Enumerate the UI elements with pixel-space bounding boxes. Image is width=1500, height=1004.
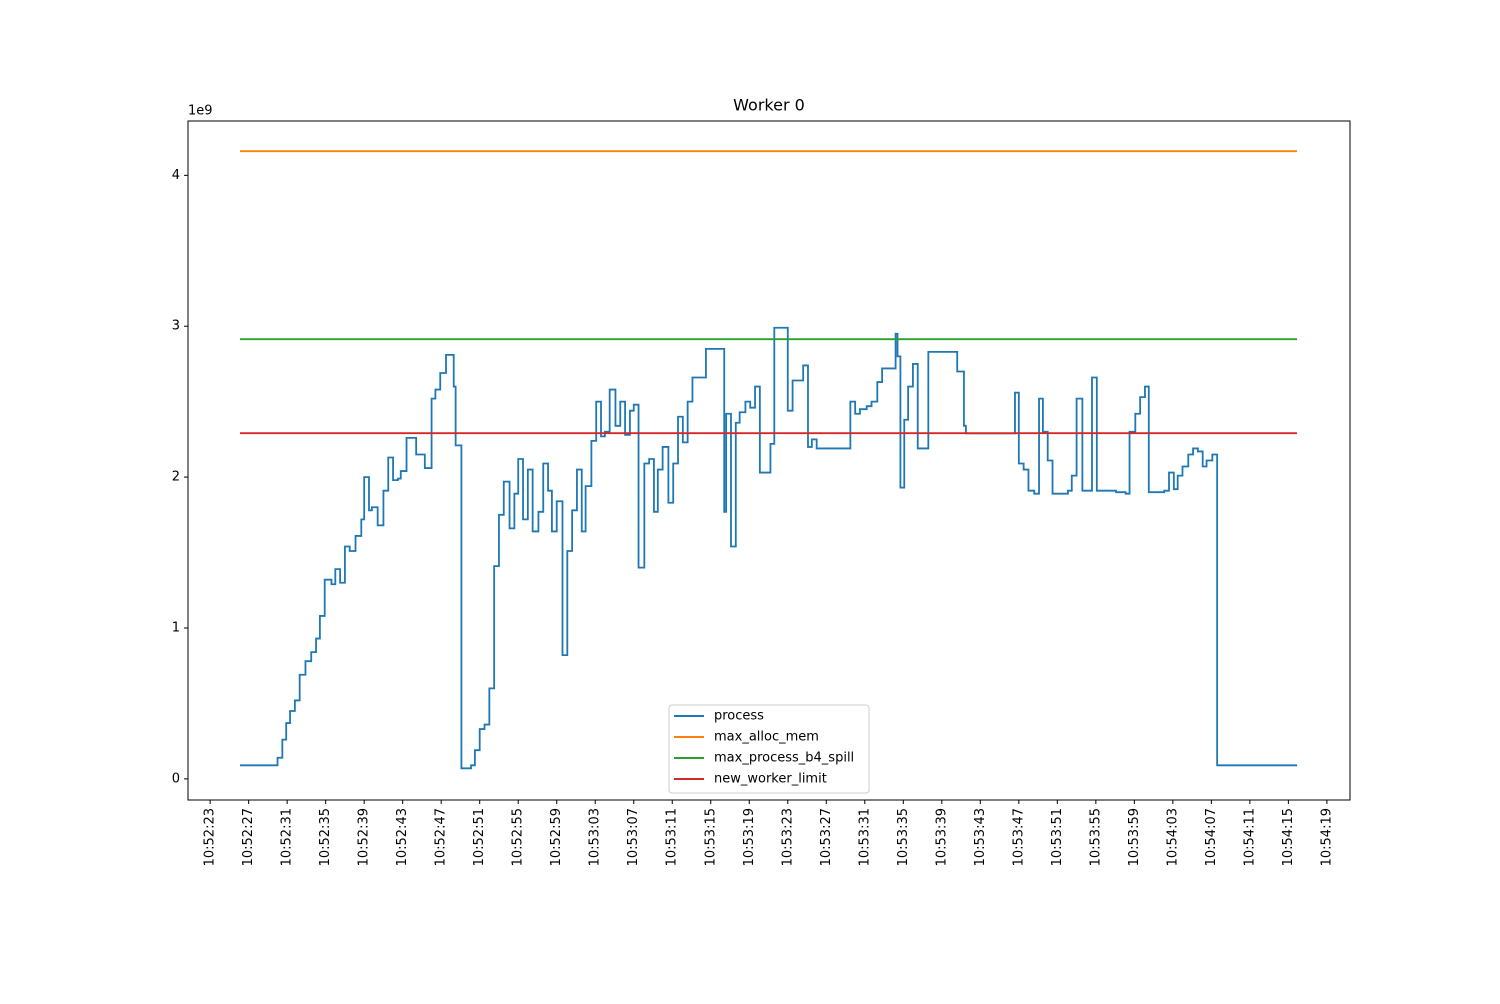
y-tick-label: 2 bbox=[172, 470, 180, 485]
legend: process max_alloc_mem max_process_b4_spill… bbox=[668, 704, 870, 794]
x-tick-label: 10:52:23 bbox=[203, 808, 218, 866]
x-tick-label: 10:52:51 bbox=[472, 808, 487, 866]
x-tick-label: 10:53:47 bbox=[1011, 808, 1026, 866]
line-series bbox=[239, 326, 1298, 770]
x-tick-label: 10:53:27 bbox=[819, 808, 834, 866]
legend-label: new_worker_limit bbox=[714, 772, 827, 787]
y-tick-label: 3 bbox=[172, 319, 180, 334]
x-tick-label: 10:53:55 bbox=[1088, 808, 1103, 866]
x-tick-label: 10:52:35 bbox=[318, 808, 333, 866]
x-tick-label: 10:54:07 bbox=[1204, 808, 1219, 866]
legend-label: max_alloc_mem bbox=[714, 730, 819, 745]
x-tick-label: 10:54:15 bbox=[1281, 808, 1296, 866]
x-tick-label: 10:52:39 bbox=[357, 808, 372, 866]
x-tick-label: 10:53:07 bbox=[626, 808, 641, 866]
x-tick-label: 10:53:23 bbox=[780, 808, 795, 866]
x-tick-label: 10:53:51 bbox=[1050, 808, 1065, 866]
legend-box bbox=[668, 704, 870, 794]
x-tick-label: 10:52:47 bbox=[434, 808, 449, 866]
x-tick-label: 10:52:31 bbox=[280, 808, 295, 866]
legend-label: max_process_b4_spill bbox=[714, 751, 854, 766]
x-tick-label: 10:52:27 bbox=[241, 808, 256, 866]
x-tick-label: 10:53:11 bbox=[665, 808, 680, 866]
x-tick-label: 10:54:11 bbox=[1242, 808, 1257, 866]
y-tick-label: 1 bbox=[172, 620, 180, 635]
x-tick-label: 10:53:59 bbox=[1127, 808, 1142, 866]
x-tick-label: 10:54:03 bbox=[1165, 808, 1180, 866]
x-tick-label: 10:52:59 bbox=[549, 808, 564, 866]
x-tick-label: 10:53:15 bbox=[703, 808, 718, 866]
x-tick-label: 10:54:19 bbox=[1319, 808, 1334, 866]
x-tick-label: 10:53:35 bbox=[896, 808, 911, 866]
x-tick-label: 10:53:31 bbox=[857, 808, 872, 866]
legend-label: process bbox=[714, 709, 764, 724]
x-tick-label: 10:53:19 bbox=[742, 808, 757, 866]
y-offset-label: 1e9 bbox=[188, 104, 213, 119]
x-tick-label: 10:53:43 bbox=[973, 808, 988, 866]
chart-title: Worker 0 bbox=[733, 96, 805, 115]
y-tick-label: 0 bbox=[172, 771, 180, 786]
x-tick-label: 10:53:39 bbox=[934, 808, 949, 866]
x-tick-label: 10:52:43 bbox=[395, 808, 410, 866]
x-tick-label: 10:52:55 bbox=[511, 808, 526, 866]
y-tick-label: 4 bbox=[172, 168, 180, 183]
x-tick-label: 10:53:03 bbox=[588, 808, 603, 866]
plot-frame bbox=[187, 120, 1351, 801]
